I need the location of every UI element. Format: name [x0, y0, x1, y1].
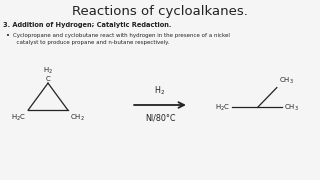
Text: CH$_3$: CH$_3$ — [284, 102, 299, 112]
Text: Reactions of cycloalkanes.: Reactions of cycloalkanes. — [72, 4, 248, 17]
Text: H$_2$C: H$_2$C — [11, 112, 26, 123]
Text: H$_2$: H$_2$ — [155, 84, 165, 97]
Text: 3. Addition of Hydrogen; Catalytic Redaction.: 3. Addition of Hydrogen; Catalytic Redac… — [3, 22, 172, 28]
Text: •: • — [6, 33, 10, 39]
Text: NI/80°C: NI/80°C — [145, 113, 175, 122]
Text: CH$_2$: CH$_2$ — [70, 112, 85, 123]
Text: CH$_3$: CH$_3$ — [279, 76, 294, 86]
Text: Cyclopropane and cyclobutane react with hydrogen in the presence of a nickel
  c: Cyclopropane and cyclobutane react with … — [13, 33, 230, 45]
Text: C: C — [46, 76, 50, 82]
Text: H$_2$C: H$_2$C — [215, 102, 230, 112]
Text: H$_2$: H$_2$ — [43, 66, 53, 76]
